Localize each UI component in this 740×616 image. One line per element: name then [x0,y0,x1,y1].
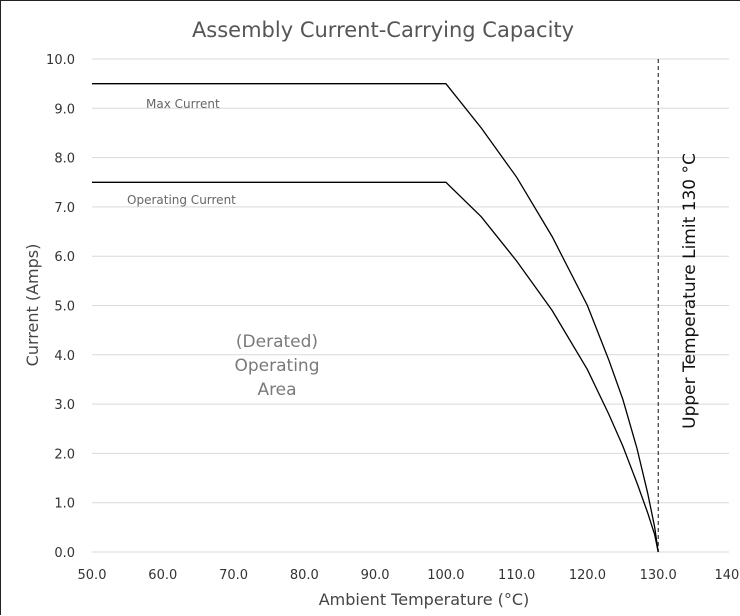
y-tick-label: 8.0 [54,152,75,167]
grid-lines [92,58,729,553]
y-tick-label: 6.0 [54,250,75,265]
x-tick-label: 100.0 [427,568,464,583]
chart-title: Assembly Current-Carrying Capacity [192,18,574,42]
x-tick-label: 50.0 [78,568,107,583]
x-axis-title: Ambient Temperature (°C) [319,590,530,609]
y-tick-label: 1.0 [54,497,75,512]
y-tick-label: 2.0 [54,447,75,462]
x-tick-labels: 50.0 60.0 70.0 80.0 90.0 100.0 110.0 120.0 130.0… [78,568,740,583]
y-tick-label: 4.0 [54,349,75,364]
y-tick-label: 10.0 [46,53,75,68]
area-annotation-line-3: Area [257,380,296,400]
x-tick-label: 70.0 [219,568,248,583]
x-tick-label: 110.0 [498,568,535,583]
x-tick-label: 90.0 [361,568,390,583]
area-annotation-line-2: Operating [235,356,320,376]
x-tick-label: 80.0 [290,568,319,583]
y-tick-label: 0.0 [54,546,75,561]
operating-current-label: Operating Current [127,193,236,207]
upper-temperature-limit-label: Upper Temperature Limit 130 °C [680,153,700,429]
y-tick-label: 3.0 [54,398,75,413]
series-lines [92,83,659,553]
y-tick-label: 9.0 [54,102,75,117]
y-tick-label: 5.0 [54,300,75,315]
x-tick-label: 120.0 [569,568,606,583]
y-tick-labels: 0.0 1.0 2.0 3.0 4.0 5.0 6.0 7.0 8.0 9.0 10.0 [46,53,75,561]
series-line-max-current [92,83,659,553]
x-tick-label: 140. [715,568,740,583]
series-line-operating-current [92,181,659,553]
x-tick-label: 60.0 [148,568,177,583]
max-current-label: Max Current [146,97,220,111]
x-tick-label: 130.0 [640,568,677,583]
area-annotation-line-1: (Derated) [236,332,318,352]
y-axis-title: Current (Amps) [23,244,42,367]
y-tick-label: 7.0 [54,201,75,216]
